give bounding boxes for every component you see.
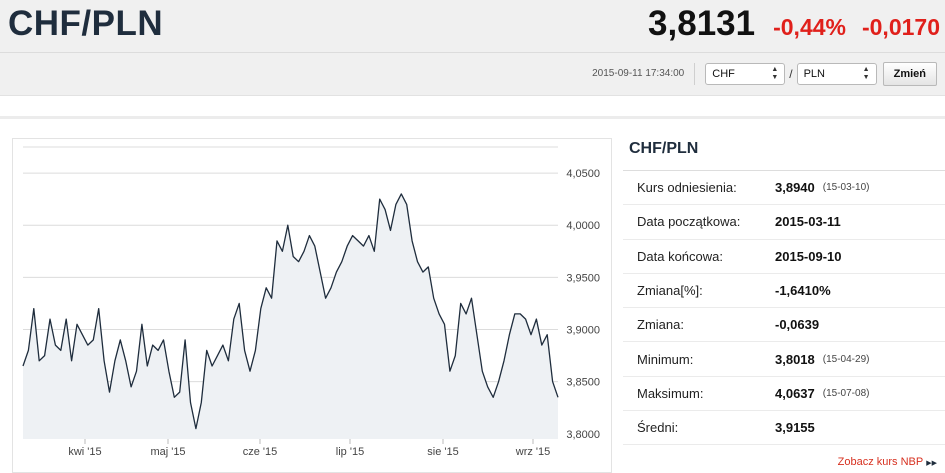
stats-row: Kurs odniesienia: 3,8940 (15-03-10) <box>623 171 945 206</box>
select-arrows-icon: ▲ ▼ <box>862 66 870 81</box>
change-button[interactable]: Zmień <box>882 62 937 86</box>
stats-date: (15-07-08) <box>822 387 870 399</box>
y-tick-label: 4,0500 <box>566 168 600 180</box>
stats-value: -1,6410% <box>775 283 831 299</box>
stats-value: 4,0637 <box>775 385 815 401</box>
stats-label: Zmiana: <box>637 317 684 333</box>
stats-label: Data końcowa: <box>637 248 723 264</box>
stats-value: 3,8940 <box>775 180 815 196</box>
header: CHF/PLN 3,8131 -0,44% -0,0170 2015-09-11… <box>0 0 945 96</box>
x-tick-label: kwi '15 <box>68 446 101 458</box>
header-separator <box>0 52 945 53</box>
from-currency-select[interactable]: CHF ▲ ▼ <box>705 63 786 85</box>
y-tick-label: 4,0000 <box>566 220 600 232</box>
to-currency-select[interactable]: PLN ▲ ▼ <box>796 63 877 85</box>
from-currency-value: CHF <box>712 68 735 80</box>
stats-label: Minimum: <box>637 351 694 367</box>
x-tick-label: sie '15 <box>427 446 458 458</box>
double-arrow-right-icon: ▶▶ <box>926 460 937 467</box>
stats-row: Minimum: 3,8018 (15-04-29) <box>623 342 945 377</box>
select-arrows-icon: ▲ ▼ <box>771 66 779 81</box>
stats-row: Data końcowa: 2015-09-10 <box>623 240 945 274</box>
y-tick-label: 3,8500 <box>566 377 600 389</box>
x-tick-label: cze '15 <box>243 446 278 458</box>
change-absolute: -0,0170 <box>861 14 940 40</box>
currency-controls: 2015-09-11 17:34:00 CHF ▲ ▼ / PLN ▲ ▼ Zmie… <box>592 62 937 86</box>
stats-date: (15-03-10) <box>822 182 870 194</box>
y-tick-label: 3,9000 <box>566 325 600 337</box>
series-line <box>22 193 559 430</box>
pair-title: CHF/PLN <box>8 4 164 43</box>
stats-table: Kurs odniesienia: 3,8940 (15-03-10) Data po… <box>623 170 945 446</box>
y-tick-label: 3,9500 <box>566 272 600 284</box>
stats-label: Maksimum: <box>637 385 704 401</box>
nbp-link[interactable]: Zobacz kurs NBP ▶▶ <box>838 456 937 468</box>
stats-row: Data początkowa: 2015-03-11 <box>623 205 945 240</box>
nbp-link-label: Zobacz kurs NBP <box>837 456 924 468</box>
timestamp: 2015-09-11 17:34:00 <box>592 63 696 85</box>
stats-label: Zmiana[%]: <box>637 283 703 299</box>
y-tick-label: 3,8000 <box>566 429 600 441</box>
divider <box>0 116 945 119</box>
rate-chart: 4,0500 4,0000 3,9500 3,9000 3,8500 3,8000 kwi … <box>22 146 600 458</box>
stats-row: Zmiana[%]: -1,6410% <box>623 274 945 309</box>
stats-panel: CHF/PLN Kurs odniesienia: 3,8940 (15-03-10… <box>623 130 945 446</box>
x-tick-label: maj '15 <box>150 446 185 458</box>
rate-block: 3,8131 -0,44% -0,0170 <box>648 4 940 44</box>
to-currency-value: PLN <box>803 68 825 80</box>
stats-label: Średni: <box>637 420 679 436</box>
stats-value: 2015-03-11 <box>775 214 841 230</box>
series-area <box>23 193 558 439</box>
stats-label: Kurs odniesienia: <box>637 180 737 196</box>
stats-value: 3,8018 <box>775 351 815 367</box>
stats-date: (15-04-29) <box>822 353 870 365</box>
stats-row: Maksimum: 4,0637 (15-07-08) <box>623 377 945 412</box>
current-rate: 3,8131 <box>648 4 756 43</box>
stats-value: 2015-09-10 <box>775 248 842 264</box>
stats-label: Data początkowa: <box>637 214 741 230</box>
chart-panel: 4,0500 4,0000 3,9500 3,9000 3,8500 3,8000 kwi … <box>12 138 612 473</box>
stats-value: 3,9155 <box>775 420 815 436</box>
stats-title: CHF/PLN <box>629 140 699 157</box>
stats-row: Średni: 3,9155 <box>623 411 945 446</box>
stats-value: -0,0639 <box>775 317 820 333</box>
currency-separator: / <box>789 67 793 81</box>
change-percent: -0,44% <box>773 14 846 40</box>
x-tick-label: wrz '15 <box>515 446 551 458</box>
stats-row: Zmiana: -0,0639 <box>623 308 945 343</box>
x-tick-label: lip '15 <box>336 446 364 458</box>
